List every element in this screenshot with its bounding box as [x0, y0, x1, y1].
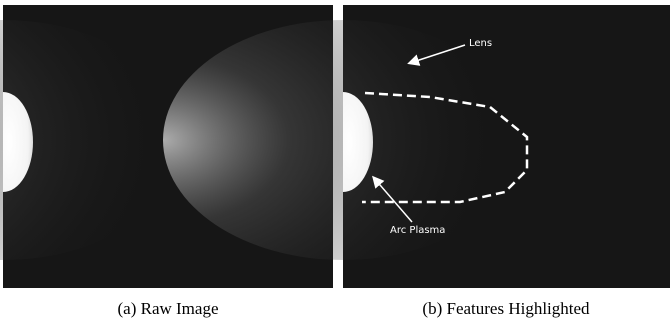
caption: (a) Raw Image	[117, 299, 218, 318]
caption: (b) Features Highlighted	[422, 299, 590, 318]
annotation: Lens	[469, 38, 492, 49]
figure: (a) Raw Image Lens Arc Plasma (b) Featur…	[0, 0, 670, 327]
annotation: Arc Plasma	[390, 225, 445, 236]
